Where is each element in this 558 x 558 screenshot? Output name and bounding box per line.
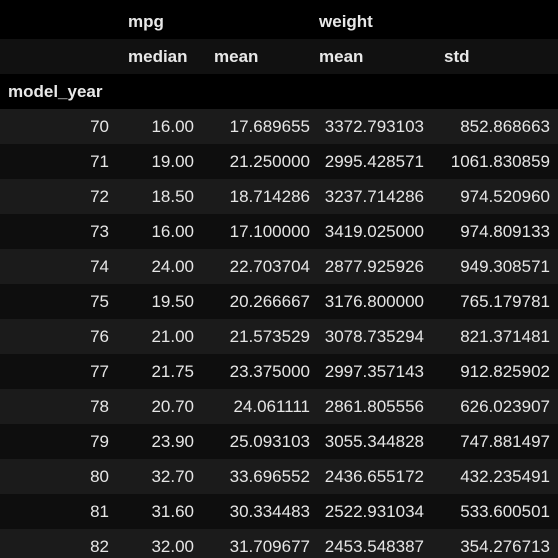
weight-mean-cell: 3055.344828 — [310, 424, 436, 459]
row-index-cell: 77 — [0, 354, 119, 389]
weight-std-cell: 821.371481 — [435, 319, 558, 354]
row-index-cell: 74 — [0, 249, 119, 284]
table-row: 74 24.00 22.703704 2877.925926 949.308571 — [0, 249, 558, 284]
header-blank-cell — [119, 74, 205, 109]
header-blank-cell — [205, 74, 311, 109]
column-header: median — [119, 39, 205, 74]
mpg-mean-cell: 24.061111 — [205, 389, 311, 424]
grouped-stats-table: mpg weight median mean mean std model_ye… — [0, 4, 558, 558]
mpg-mean-cell: 21.573529 — [205, 319, 311, 354]
mpg-median-cell: 18.50 — [119, 179, 205, 214]
column-group-header: weight — [310, 4, 558, 39]
header-blank-cell — [435, 74, 558, 109]
mpg-mean-cell: 21.250000 — [205, 144, 311, 179]
weight-mean-cell: 2997.357143 — [310, 354, 436, 389]
row-index-cell: 78 — [0, 389, 119, 424]
table-row: 71 19.00 21.250000 2995.428571 1061.830859 — [0, 144, 558, 179]
mpg-median-cell: 31.60 — [119, 494, 205, 529]
table-row: 81 31.60 30.334483 2522.931034 533.600501 — [0, 494, 558, 529]
header-row-index-name: model_year — [0, 74, 558, 109]
weight-std-cell: 533.600501 — [435, 494, 558, 529]
weight-std-cell: 974.520960 — [435, 179, 558, 214]
mpg-mean-cell: 22.703704 — [205, 249, 311, 284]
table-row: 80 32.70 33.696552 2436.655172 432.235491 — [0, 459, 558, 494]
column-header: mean — [310, 39, 436, 74]
weight-mean-cell: 3419.025000 — [310, 214, 436, 249]
row-index-cell: 75 — [0, 284, 119, 319]
row-index-cell: 82 — [0, 529, 119, 558]
mpg-median-cell: 32.00 — [119, 529, 205, 558]
table-row: 76 21.00 21.573529 3078.735294 821.371481 — [0, 319, 558, 354]
weight-mean-cell: 3237.714286 — [310, 179, 436, 214]
header-blank-cell — [310, 74, 436, 109]
header-corner — [0, 4, 119, 39]
row-index-cell: 70 — [0, 109, 119, 144]
mpg-median-cell: 16.00 — [119, 109, 205, 144]
mpg-mean-cell: 17.100000 — [205, 214, 311, 249]
column-header: std — [435, 39, 558, 74]
weight-mean-cell: 2522.931034 — [310, 494, 436, 529]
table-row: 82 32.00 31.709677 2453.548387 354.276713 — [0, 529, 558, 558]
table-row: 77 21.75 23.375000 2997.357143 912.825902 — [0, 354, 558, 389]
header-row-groups: mpg weight — [0, 4, 558, 39]
table-row: 75 19.50 20.266667 3176.800000 765.179781 — [0, 284, 558, 319]
mpg-mean-cell: 31.709677 — [205, 529, 311, 558]
row-index-cell: 81 — [0, 494, 119, 529]
weight-std-cell: 852.868663 — [435, 109, 558, 144]
row-index-cell: 72 — [0, 179, 119, 214]
weight-std-cell: 354.276713 — [435, 529, 558, 558]
header-row-stats: median mean mean std — [0, 39, 558, 74]
mpg-median-cell: 19.50 — [119, 284, 205, 319]
weight-std-cell: 1061.830859 — [435, 144, 558, 179]
mpg-median-cell: 32.70 — [119, 459, 205, 494]
weight-std-cell: 974.809133 — [435, 214, 558, 249]
weight-mean-cell: 2453.548387 — [310, 529, 436, 558]
mpg-mean-cell: 17.689655 — [205, 109, 311, 144]
table-row: 70 16.00 17.689655 3372.793103 852.868663 — [0, 109, 558, 144]
mpg-mean-cell: 20.266667 — [205, 284, 311, 319]
mpg-median-cell: 24.00 — [119, 249, 205, 284]
table-row: 73 16.00 17.100000 3419.025000 974.809133 — [0, 214, 558, 249]
weight-mean-cell: 2861.805556 — [310, 389, 436, 424]
row-index-cell: 71 — [0, 144, 119, 179]
mpg-median-cell: 20.70 — [119, 389, 205, 424]
row-index-cell: 79 — [0, 424, 119, 459]
mpg-mean-cell: 30.334483 — [205, 494, 311, 529]
mpg-mean-cell: 25.093103 — [205, 424, 311, 459]
weight-mean-cell: 2436.655172 — [310, 459, 436, 494]
table-body: 70 16.00 17.689655 3372.793103 852.868663 71 1… — [0, 109, 558, 558]
table-row: 78 20.70 24.061111 2861.805556 626.023907 — [0, 389, 558, 424]
weight-std-cell: 912.825902 — [435, 354, 558, 389]
weight-mean-cell: 2877.925926 — [310, 249, 436, 284]
table-row: 79 23.90 25.093103 3055.344828 747.881497 — [0, 424, 558, 459]
mpg-mean-cell: 18.714286 — [205, 179, 311, 214]
column-header: mean — [205, 39, 311, 74]
header-corner — [0, 39, 119, 74]
row-index-cell: 76 — [0, 319, 119, 354]
weight-std-cell: 949.308571 — [435, 249, 558, 284]
table-row: 72 18.50 18.714286 3237.714286 974.520960 — [0, 179, 558, 214]
weight-std-cell: 626.023907 — [435, 389, 558, 424]
weight-mean-cell: 3372.793103 — [310, 109, 436, 144]
column-group-header: mpg — [119, 4, 311, 39]
mpg-median-cell: 19.00 — [119, 144, 205, 179]
weight-mean-cell: 2995.428571 — [310, 144, 436, 179]
mpg-median-cell: 21.75 — [119, 354, 205, 389]
mpg-median-cell: 23.90 — [119, 424, 205, 459]
weight-std-cell: 747.881497 — [435, 424, 558, 459]
weight-mean-cell: 3078.735294 — [310, 319, 436, 354]
weight-mean-cell: 3176.800000 — [310, 284, 436, 319]
weight-std-cell: 765.179781 — [435, 284, 558, 319]
table-header: mpg weight median mean mean std model_ye… — [0, 4, 558, 109]
mpg-mean-cell: 23.375000 — [205, 354, 311, 389]
weight-std-cell: 432.235491 — [435, 459, 558, 494]
index-name-header: model_year — [0, 74, 119, 109]
mpg-mean-cell: 33.696552 — [205, 459, 311, 494]
mpg-median-cell: 21.00 — [119, 319, 205, 354]
mpg-median-cell: 16.00 — [119, 214, 205, 249]
row-index-cell: 73 — [0, 214, 119, 249]
row-index-cell: 80 — [0, 459, 119, 494]
